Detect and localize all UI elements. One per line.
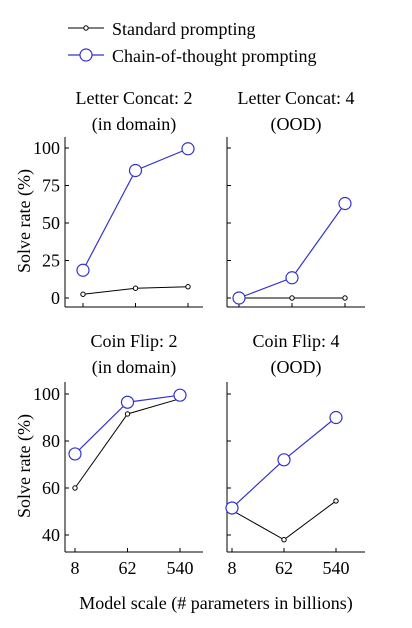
y-tick-label: 25 xyxy=(42,251,60,271)
y-tick-label: 0 xyxy=(51,288,60,308)
x-tick-label: 540 xyxy=(167,558,194,578)
panel-3: Coin Flip: 2 (in domain) 40 60 80 100 8 62 540 xyxy=(33,331,203,578)
x-tick-label: 540 xyxy=(323,558,350,578)
panel-3-title-line: (in domain) xyxy=(92,357,176,378)
panel-3-title-line: Coin Flip: 2 xyxy=(90,331,177,351)
series-standard-point xyxy=(289,295,295,301)
series-standard-point xyxy=(342,295,348,301)
legend-cot-label: Chain-of-thought prompting xyxy=(112,46,316,66)
panel-1-title-line: Letter Concat: 2 xyxy=(76,88,193,108)
y-tick-label: 100 xyxy=(33,138,60,158)
series-cot-point xyxy=(128,163,143,178)
panel-1-title-line: (in domain) xyxy=(92,114,176,135)
series-standard-point xyxy=(132,285,139,291)
series-standard-point xyxy=(80,291,86,297)
series-cot-point xyxy=(329,410,343,425)
legend-standard-marker xyxy=(83,25,89,31)
y-axis-label-bottom: Solve rate (%) xyxy=(14,414,35,518)
panel-2: Letter Concat: 4 (OOD) xyxy=(226,88,365,308)
series-cot-point xyxy=(232,291,246,305)
y-tick-label: 100 xyxy=(33,384,60,404)
series-standard-point xyxy=(124,411,131,417)
panel-4-title-line: Coin Flip: 4 xyxy=(252,331,339,351)
series-cot-point xyxy=(181,142,195,156)
series-cot-point xyxy=(76,263,90,277)
series-cot-point xyxy=(68,447,82,461)
panel-4-title-line: (OOD) xyxy=(271,357,322,378)
series-standard-point xyxy=(72,485,78,491)
y-axis-label-top: Solve rate (%) xyxy=(14,169,35,273)
series-standard-line xyxy=(231,500,337,541)
series-cot-point xyxy=(277,453,291,467)
series-standard-point xyxy=(333,498,339,504)
panel-2-title-line: Letter Concat: 4 xyxy=(238,88,355,108)
legend-cot-marker xyxy=(79,48,93,62)
series-cot-point xyxy=(173,388,187,402)
x-tick-label: 8 xyxy=(71,558,80,578)
x-axis-label: Model scale (# parameters in billions) xyxy=(79,593,352,614)
legend: Standard prompting Chain-of-thought prom… xyxy=(68,19,316,66)
series-cot-point xyxy=(285,271,299,285)
y-tick-label: 80 xyxy=(42,431,60,451)
panel-1: Letter Concat: 2 (in domain) 0 25 50 75 100 xyxy=(33,88,203,308)
panel-4: Coin Flip: 4 (OOD) 8 62 540 xyxy=(225,331,365,578)
panel-2-title-line: (OOD) xyxy=(271,114,322,135)
y-tick-label: 75 xyxy=(42,176,60,196)
y-tick-label: 40 xyxy=(42,525,60,545)
series-cot-point xyxy=(225,501,239,515)
x-tick-label: 62 xyxy=(119,558,137,578)
y-tick-label: 50 xyxy=(42,213,60,233)
series-cot-point xyxy=(338,196,352,211)
series-standard-point xyxy=(281,537,287,543)
x-tick-label: 62 xyxy=(275,558,293,578)
series-standard-point xyxy=(185,284,191,290)
x-tick-label: 8 xyxy=(228,558,237,578)
y-tick-label: 60 xyxy=(42,478,60,498)
series-cot-point xyxy=(120,395,135,409)
legend-standard-label: Standard prompting xyxy=(112,19,255,39)
